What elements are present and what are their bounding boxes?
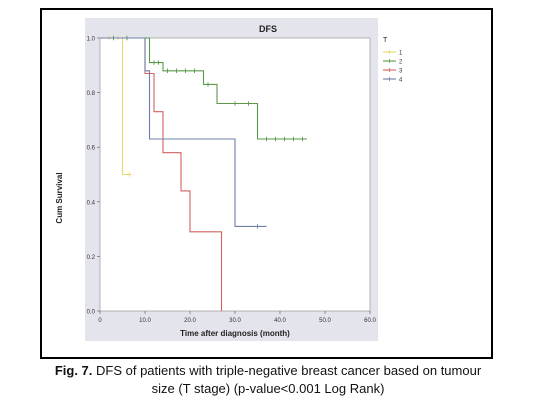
legend-label-2: 2 (399, 60, 403, 66)
x-tick-label: 40.0 (274, 318, 286, 324)
y-axis: 0.0 0.2 0.4 0.6 0.8 1.0 (87, 37, 100, 316)
x-axis-label: Time after diagnosis (month) (180, 329, 290, 338)
survival-curves (100, 35, 307, 311)
y-axis-label: Cum Survival (55, 172, 64, 223)
y-tick-label: 0.2 (87, 255, 96, 261)
series-3-curve (100, 37, 223, 311)
x-tick-label: 0 (98, 318, 102, 324)
series-4-curve (100, 37, 267, 227)
x-tick-label: 20.0 (184, 318, 196, 324)
x-tick-label: 10.0 (139, 318, 151, 324)
legend-label-3: 3 (399, 69, 403, 75)
x-axis: 0 10.0 20.0 30.0 40.0 50.0 60.0 (98, 311, 376, 324)
figure-caption-line2: size (T stage) (p-value<0.001 Log Rank) (151, 381, 385, 396)
y-tick-label: 0.8 (87, 91, 96, 97)
legend: T 1 2 3 4 (383, 37, 403, 84)
x-tick-label: 60.0 (364, 318, 376, 324)
legend-title: T (383, 37, 388, 44)
y-tick-label: 0.6 (87, 146, 96, 152)
series-2-curve (100, 37, 307, 140)
legend-label-1: 1 (399, 51, 403, 57)
legend-label-4: 4 (399, 78, 403, 84)
y-tick-label: 1.0 (87, 37, 96, 43)
chart-title: DFS (259, 24, 277, 34)
caption-text-line1: DFS of patients with triple-negative bre… (96, 363, 482, 378)
x-tick-label: 50.0 (319, 318, 331, 324)
x-tick-label: 30.0 (229, 318, 241, 324)
y-tick-label: 0.4 (87, 200, 96, 206)
caption-label: Fig. 7. (54, 363, 93, 378)
y-tick-label: 0.0 (87, 310, 96, 316)
figure-caption: Fig. 7. DFS of patients with triple-nega… (0, 362, 536, 379)
km-chart: DFS 0.00.20.40.60.81.0 0 10.0 20.0 30.0 40.0… (55, 18, 403, 341)
